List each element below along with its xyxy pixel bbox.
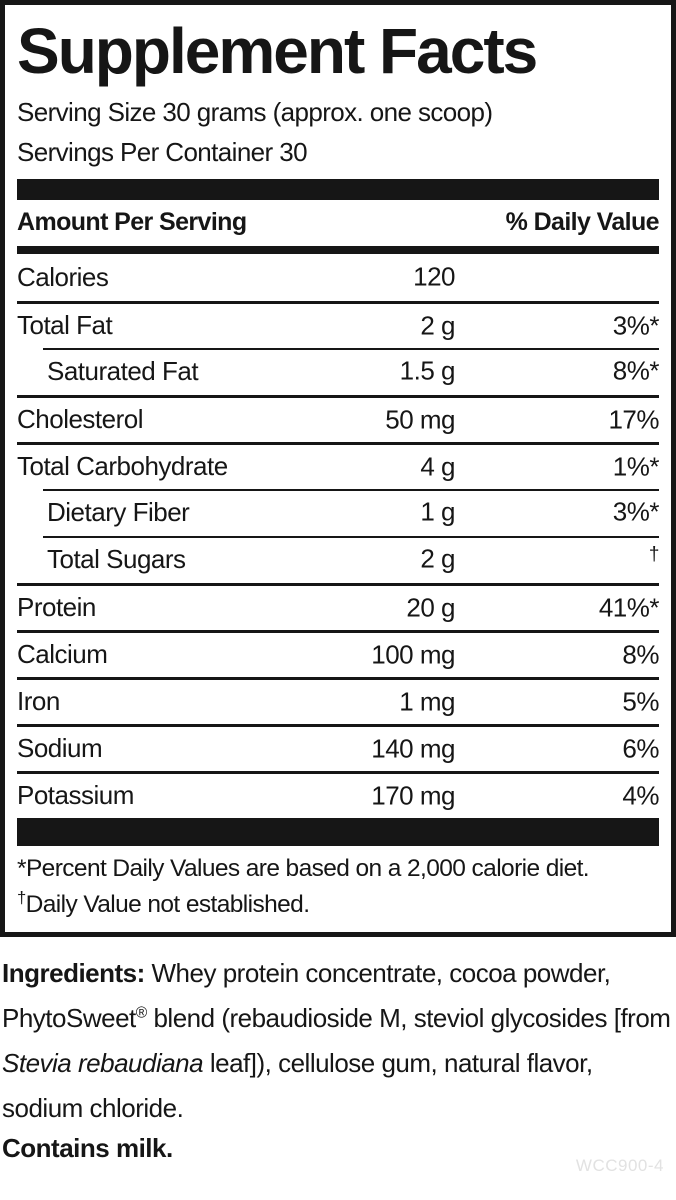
nutrient-amount: 170 mg	[371, 780, 455, 811]
nutrient-daily-value: 3%*	[612, 310, 660, 341]
serving-size-text: Serving Size 30 grams (approx. one scoop…	[17, 97, 493, 128]
nutrient-row: Cholesterol 50 mg 17%	[17, 394, 659, 442]
nutrient-name: Potassium	[17, 780, 134, 811]
nutrient-daily-value: 4%	[622, 780, 659, 811]
nutrient-table: Calories 120 Total Fat 2 g 3%* Saturated…	[17, 254, 660, 818]
nutrient-daily-value: 17%	[608, 404, 659, 435]
nutrient-daily-value: 8%	[622, 639, 659, 670]
amount-per-serving-label: Amount Per Serving	[17, 208, 247, 237]
nutrient-row: Calories 120	[17, 254, 659, 301]
product-code: WCC900-4	[575, 1156, 664, 1175]
supplement-facts-panel: Supplement Facts Serving Size 30 grams (…	[0, 0, 676, 937]
nutrient-name: Cholesterol	[17, 404, 144, 435]
divider-bar-top	[17, 178, 659, 200]
nutrient-daily-value: 6%	[622, 733, 659, 764]
nutrient-amount: 140 mg	[371, 733, 455, 764]
nutrient-daily-value: 3%*	[612, 496, 660, 527]
nutrient-name: Total Sugars	[47, 543, 186, 574]
footnote-text: Daily Value not established.	[25, 890, 310, 918]
nutrient-amount: 1 g	[420, 496, 455, 527]
nutrient-row: Total Fat 2 g 3%*	[17, 300, 660, 348]
nutrient-name: Protein	[17, 592, 96, 623]
nutrient-row: Total Carbohydrate 4 g 1%*	[17, 441, 660, 489]
divider-bar-bottom	[17, 817, 659, 846]
nutrient-row: Total Sugars 2 g †	[17, 535, 660, 583]
nutrient-row: Dietary Fiber 1 g 3%*	[17, 488, 660, 536]
nutrient-amount: 50 mg	[385, 404, 455, 435]
panel-title: Supplement Facts	[17, 15, 538, 87]
nutrient-name: Sodium	[17, 733, 103, 764]
nutrient-name: Total Fat	[17, 310, 113, 341]
ingredients-segment: Stevia rebaudiana	[2, 1048, 204, 1078]
nutrient-name: Saturated Fat	[47, 355, 199, 386]
nutrient-row: Saturated Fat 1.5 g 8%*	[17, 347, 660, 395]
ingredients-segment: leaf]), cellulose gum, natural flavor, s…	[2, 1048, 593, 1123]
ingredients-segment: Whey protein concentrate, cocoa powder, …	[2, 958, 611, 1033]
nutrient-amount: 20 g	[406, 592, 455, 623]
servings-per-container-text: Servings Per Container 30	[17, 136, 308, 167]
nutrient-name: Calcium	[17, 639, 108, 670]
footnote-symbol: †	[17, 887, 26, 907]
nutrient-row: Potassium 170 mg 4%	[17, 770, 659, 818]
nutrient-row: Sodium 140 mg 6%	[17, 723, 659, 771]
nutrient-row: Protein 20 g 41%*	[17, 582, 660, 630]
nutrient-name: Iron	[17, 686, 60, 717]
nutrient-amount: 2 g	[420, 543, 455, 574]
footnotes: *Percent Daily Values are based on a 2,0…	[17, 846, 659, 921]
nutrient-amount: 120	[413, 261, 455, 292]
nutrient-daily-value: 8%*	[612, 355, 660, 386]
nutrient-name: Dietary Fiber	[47, 496, 190, 527]
footnote: *Percent Daily Values are based on a 2,0…	[17, 853, 659, 885]
nutrient-row: Calcium 100 mg 8%	[17, 629, 659, 677]
nutrient-row: Iron 1 mg 5%	[17, 676, 659, 724]
ingredients-segment: blend (rebaudioside M, steviol glycoside…	[146, 1003, 671, 1033]
footnote-symbol: *	[17, 854, 27, 882]
ingredients-paragraph: Ingredients: Whey protein concentrate, c…	[2, 951, 674, 1131]
nutrient-daily-value: 5%	[622, 686, 659, 717]
contains-statement: Contains milk.	[2, 1133, 173, 1163]
nutrient-name: Total Carbohydrate	[17, 451, 228, 482]
table-header-row: Amount Per Serving % Daily Value	[17, 200, 660, 246]
nutrient-amount: 4 g	[420, 451, 455, 482]
nutrient-daily-value: 1%*	[612, 451, 660, 482]
daily-value-label: % Daily Value	[505, 208, 660, 237]
nutrient-amount: 100 mg	[371, 639, 455, 670]
nutrient-daily-value: †	[648, 543, 660, 565]
nutrient-amount: 1 mg	[399, 686, 455, 717]
divider-bar-header	[17, 245, 659, 254]
ingredients-segment: Ingredients:	[2, 958, 152, 988]
nutrient-amount: 1.5 g	[399, 355, 456, 386]
nutrient-daily-value: 41%*	[598, 592, 660, 623]
footnote: †Daily Value not established.	[17, 889, 659, 921]
footnote-text: Percent Daily Values are based on a 2,00…	[25, 854, 590, 882]
ingredients-segment: ®	[135, 1004, 148, 1022]
nutrient-amount: 2 g	[420, 310, 455, 341]
nutrient-name: Calories	[17, 261, 109, 292]
